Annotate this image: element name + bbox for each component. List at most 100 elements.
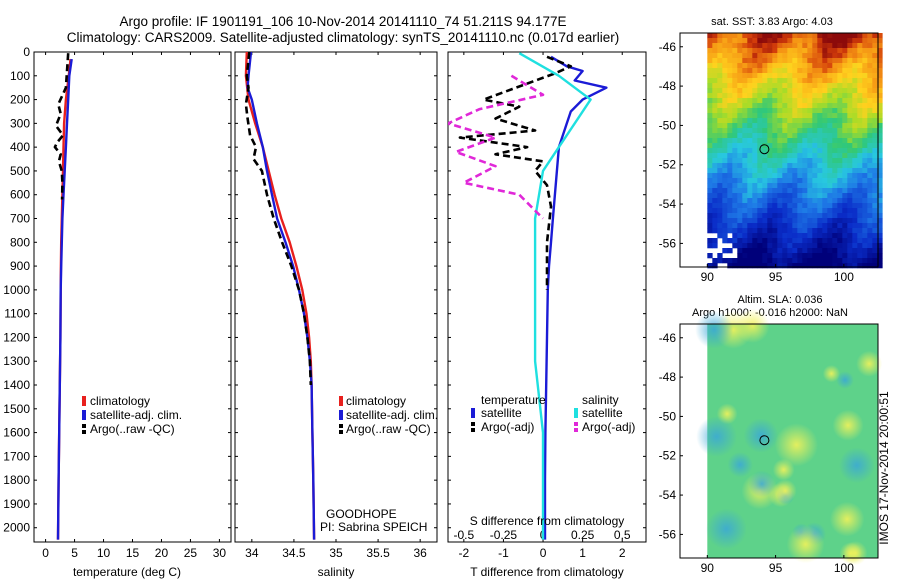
sst-cell [807,228,813,234]
sst-cell [767,133,773,139]
sst-cell [747,53,753,59]
sst-cell [757,203,763,209]
sst-cell [732,168,738,174]
map-y-tick-label: -46 [659,331,677,345]
sst-cell [877,123,883,129]
sst-cell [877,33,883,39]
sst-cell [857,198,863,204]
sst-cell [852,143,858,149]
sst-cell [732,228,738,234]
sst-cell [812,263,818,269]
sst-cell [827,83,833,89]
sst-cell [762,118,768,124]
sst-cell [777,103,783,109]
sla-map-axes: 90 95 100-46-48-50-52-54-56 [659,331,855,575]
difference-legend: temperature salinity satellite Argo(-adj… [471,393,635,434]
sst-cell [787,178,793,184]
sst-cell [782,183,788,189]
sst-cell [712,83,718,89]
sst-cell [747,263,753,269]
sst-cell [817,218,823,224]
sst-cell [737,123,743,129]
map-y-tick-label: -56 [659,527,677,541]
sst-cell [767,228,773,234]
sst-cell [872,113,878,119]
sst-cell [747,198,753,204]
depth-tick-label: 1800 [3,473,30,487]
sst-cell [837,203,843,209]
sst-cell [727,68,733,74]
sst-cell [872,73,878,79]
sst-cell [807,213,813,219]
sst-cell [867,38,873,44]
sst-cell [842,53,848,59]
sst-cell [782,48,788,54]
sst-cell [872,108,878,114]
sst-cell [867,233,873,239]
sst-cell [737,38,743,44]
sst-cell [862,233,868,239]
sst-cell [877,108,883,114]
sst-cell [807,183,813,189]
sst-cell [797,113,803,119]
sst-cell [737,158,743,164]
series-line-salinity-argo-adj [448,74,545,220]
sst-cell [777,148,783,154]
sst-cell [777,213,783,219]
sst-cell [822,53,828,59]
sst-cell [782,83,788,89]
sst-cell [867,223,873,229]
sst-cell [837,198,843,204]
sst-cell [852,78,858,84]
sst-cell [707,83,713,89]
sst-cell [842,93,848,99]
sst-cell [872,68,878,74]
sst-cell [787,143,793,149]
sst-cell [867,218,873,224]
sst-cell [827,133,833,139]
sst-cell [732,138,738,144]
sst-cell [872,63,878,69]
sst-cell [872,38,878,44]
sst-cell [727,188,733,194]
sst-cell [812,188,818,194]
sst-cell [742,188,748,194]
sst-cell [782,38,788,44]
sst-cell [722,58,728,64]
sst-cell [712,38,718,44]
sst-cell [787,58,793,64]
sst-cell [737,118,743,124]
sst-cell [797,128,803,134]
sst-cell [717,48,723,54]
sst-cell [857,123,863,129]
sst-cell [807,263,813,269]
sst-cell [747,233,753,239]
sst-cell [727,78,733,84]
sst-cell [867,133,873,139]
sst-cell [867,228,873,234]
sst-cell [747,258,753,264]
map-x-tick-label: 90 [701,561,715,575]
sst-cell [717,208,723,214]
sst-cell [837,103,843,109]
sst-cell [782,198,788,204]
sst-cell [832,173,838,179]
sst-cell [872,203,878,209]
sst-cell [817,198,823,204]
sst-cell [852,88,858,94]
sst-cell [712,188,718,194]
sst-cell [707,228,713,234]
temperature-panel: 0100200300400500600700800900100011001200… [3,45,232,579]
sst-cell [792,48,798,54]
sst-cell [827,243,833,249]
sst-cell [772,63,778,69]
sst-cell [817,238,823,244]
sst-cell [777,78,783,84]
sst-cell [722,113,728,119]
sst-cell [772,248,778,254]
sst-cell [742,73,748,79]
sst-cell [732,38,738,44]
sst-cell [857,128,863,134]
sst-cell [847,53,853,59]
sst-cell [817,48,823,54]
